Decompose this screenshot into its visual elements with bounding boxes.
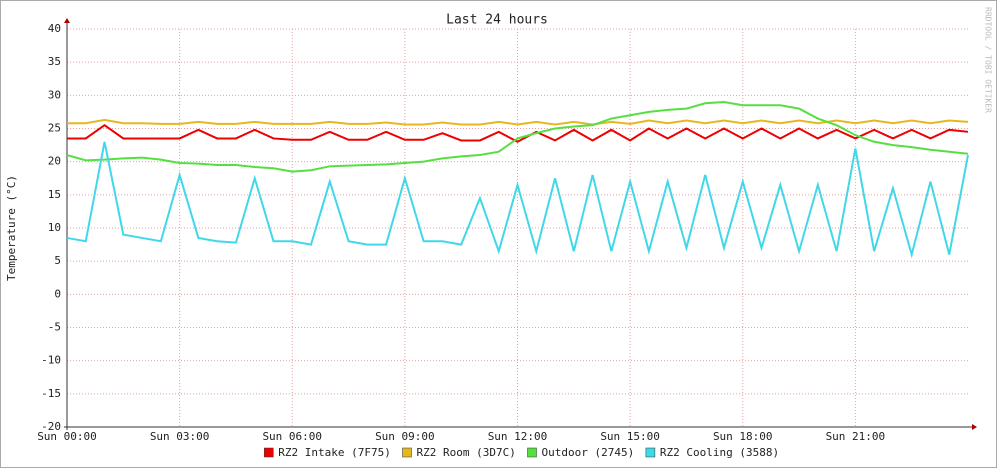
chart-title: Last 24 hours (446, 13, 548, 28)
axis-arrow (972, 424, 977, 430)
x-tick-label: Sun 15:00 (600, 430, 660, 443)
y-tick-label: 20 (48, 155, 61, 168)
y-tick-label: 30 (48, 88, 61, 101)
y-axis-label: Temperature (°C) (5, 175, 18, 281)
legend-label: Outdoor (2745) (542, 446, 635, 459)
watermark: RRDTOOL / TOBI OETIKER (984, 7, 993, 113)
legend-label: RZ2 Room (3D7C) (417, 446, 516, 459)
y-tick-label: -20 (41, 420, 61, 433)
x-tick-label: Sun 09:00 (375, 430, 435, 443)
legend-swatch (402, 447, 412, 458)
x-tick-label: Sun 06:00 (262, 430, 322, 443)
y-tick-label: 5 (54, 254, 61, 267)
y-tick-label: 25 (48, 122, 61, 135)
y-tick-label: -15 (41, 387, 61, 400)
y-tick-label: -10 (41, 354, 61, 367)
x-tick-label: Sun 00:00 (37, 430, 97, 443)
series-line (67, 118, 969, 126)
legend-label: RZ2 Cooling (3588) (660, 446, 779, 459)
x-tick-label: Sun 03:00 (150, 430, 210, 443)
y-tick-label: 40 (48, 22, 61, 35)
series-line (66, 141, 969, 259)
legend-label: RZ2 Intake (7F75) (278, 446, 391, 459)
legend-swatch (527, 447, 537, 458)
series-line (67, 123, 969, 143)
legend-swatch (645, 447, 656, 458)
y-tick-label: 10 (48, 221, 61, 234)
x-tick-label: Sun 12:00 (488, 430, 548, 443)
x-tick-label: Sun 21:00 (826, 430, 886, 443)
x-tick-label: Sun 18:00 (713, 430, 773, 443)
axis-arrow (64, 18, 70, 23)
y-tick-label: -5 (48, 321, 61, 334)
legend-swatch (264, 447, 274, 458)
y-tick-label: 35 (48, 55, 61, 68)
y-tick-label: 0 (54, 287, 61, 300)
y-tick-label: 15 (48, 188, 61, 201)
series-line (66, 100, 969, 173)
